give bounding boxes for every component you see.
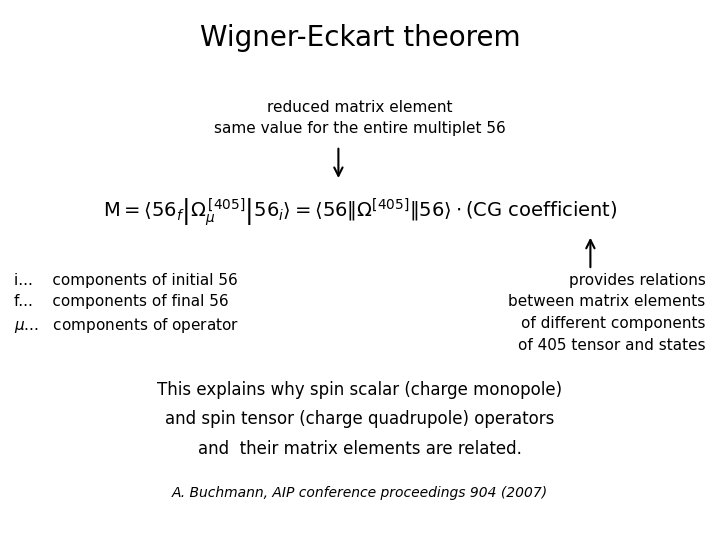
- Text: reduced matrix element: reduced matrix element: [267, 100, 453, 115]
- Text: of different components: of different components: [521, 316, 706, 331]
- Text: and  their matrix elements are related.: and their matrix elements are related.: [198, 440, 522, 458]
- Text: provides relations: provides relations: [569, 273, 706, 288]
- Text: and spin tensor (charge quadrupole) operators: and spin tensor (charge quadrupole) oper…: [166, 410, 554, 428]
- Text: $\mathrm{M} = \langle 56_f \left| \Omega_\mu^{\,[405]} \right| 56_i \rangle = \l: $\mathrm{M} = \langle 56_f \left| \Omega…: [103, 197, 617, 228]
- Text: between matrix elements: between matrix elements: [508, 294, 706, 309]
- Text: i...    components of initial 56: i... components of initial 56: [14, 273, 238, 288]
- Text: A. Buchmann, AIP conference proceedings 904 (2007): A. Buchmann, AIP conference proceedings …: [172, 486, 548, 500]
- Text: of 405 tensor and states: of 405 tensor and states: [518, 338, 706, 353]
- Text: same value for the entire multiplet 56: same value for the entire multiplet 56: [214, 122, 506, 137]
- Text: $\mu$...   components of operator: $\mu$... components of operator: [14, 316, 240, 335]
- Text: Wigner-Eckart theorem: Wigner-Eckart theorem: [199, 24, 521, 52]
- Text: f...    components of final 56: f... components of final 56: [14, 294, 229, 309]
- Text: This explains why spin scalar (charge monopole): This explains why spin scalar (charge mo…: [158, 381, 562, 399]
